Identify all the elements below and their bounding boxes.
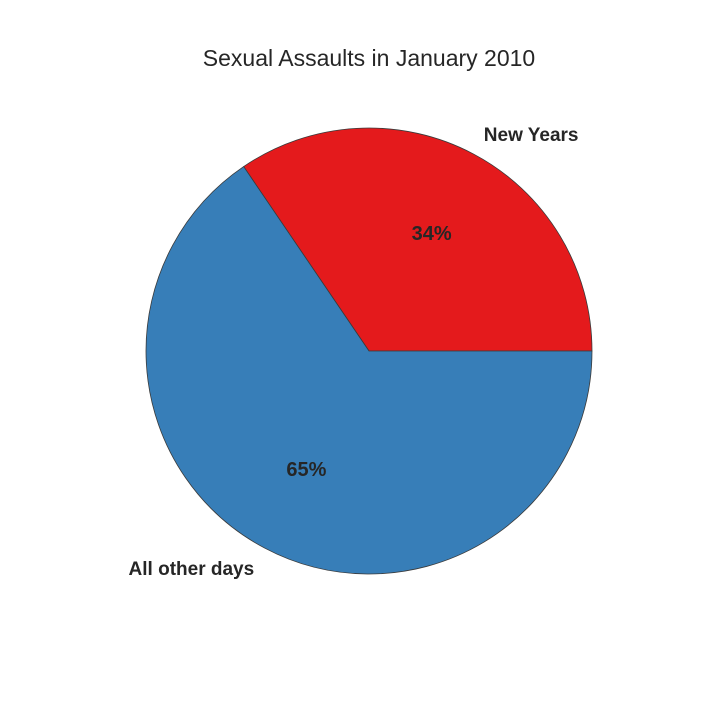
pie-labels: 34% New Years 65% All other days (129, 125, 579, 580)
pie-slice-new-years (243, 127, 593, 352)
chart-title: Sexual Assaults in January 2010 (203, 45, 535, 71)
pie-category-label: All other days (129, 559, 255, 580)
pie-slice-all-other-days (145, 166, 593, 575)
pie-category-label: New Years (484, 125, 579, 146)
pie-percent-label: 65% (286, 459, 326, 481)
pie-percent-label: 34% (412, 223, 452, 245)
pie-slices (145, 127, 593, 575)
